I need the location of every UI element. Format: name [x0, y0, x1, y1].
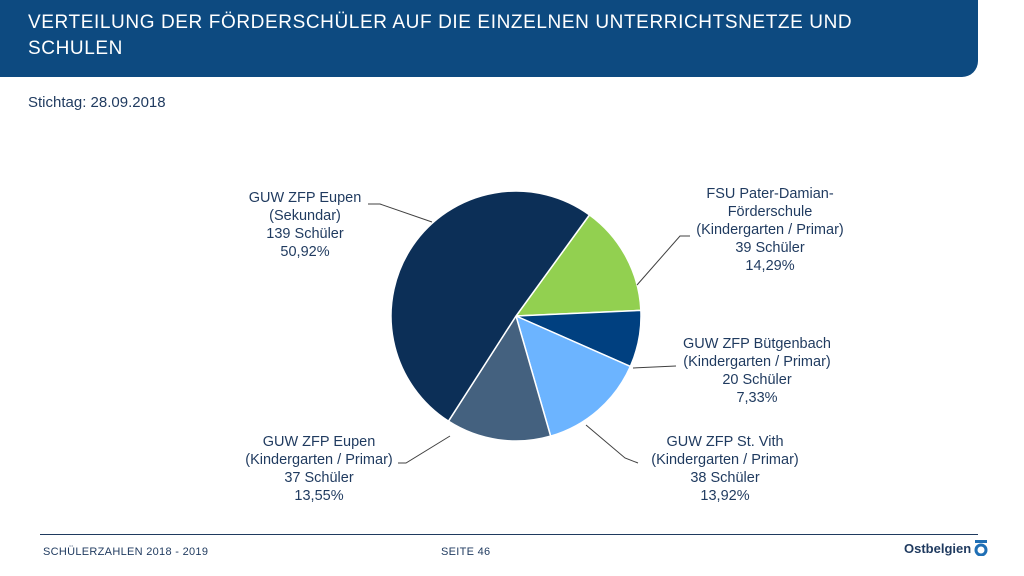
pie-slice-3	[514, 314, 632, 438]
leader-line-4	[398, 435, 451, 464]
logo-text: Ostbelgien	[904, 540, 972, 556]
slice-label-5: GUW ZFP Eupen (Sekundar) 139 Schüler 50,92%	[249, 190, 362, 260]
slice-label-3: GUW ZFP St. Vith (Kindergarten / Primar) 3…	[651, 434, 798, 504]
header-banner: VERTEILUNG DER FÖRDERSCHÜLER AUF DIE EIN…	[0, 0, 978, 77]
reference-date: Stichtag: 28.09.2018	[28, 94, 166, 111]
logo-mark-icon	[974, 540, 988, 556]
pie-slice-4	[447, 314, 552, 442]
slice-label-1: FSU Pater-Damian-Förderschule (Kindergart…	[696, 186, 843, 274]
leader-line-1	[636, 235, 690, 286]
page-title: VERTEILUNG DER FÖRDERSCHÜLER AUF DIE EIN…	[28, 12, 853, 59]
slice-label-4: GUW ZFP Eupen (Kindergarten / Primar) 37 S…	[245, 434, 392, 504]
footer-divider	[40, 534, 978, 535]
leader-line-3	[585, 424, 639, 464]
leader-line-5	[368, 203, 433, 223]
ostbelgien-logo: Ostbelgien	[904, 540, 988, 556]
footer-report-name: SCHÜLERZAHLEN 2018 - 2019	[43, 546, 209, 558]
footer-page-number: SEITE 46	[441, 546, 491, 558]
slice-label-2: GUW ZFP Bütgenbach (Kindergarten / Primar…	[683, 336, 831, 406]
leader-line-2	[632, 365, 677, 369]
pie-slice-5	[390, 190, 591, 423]
pie-slice-1	[514, 213, 642, 317]
